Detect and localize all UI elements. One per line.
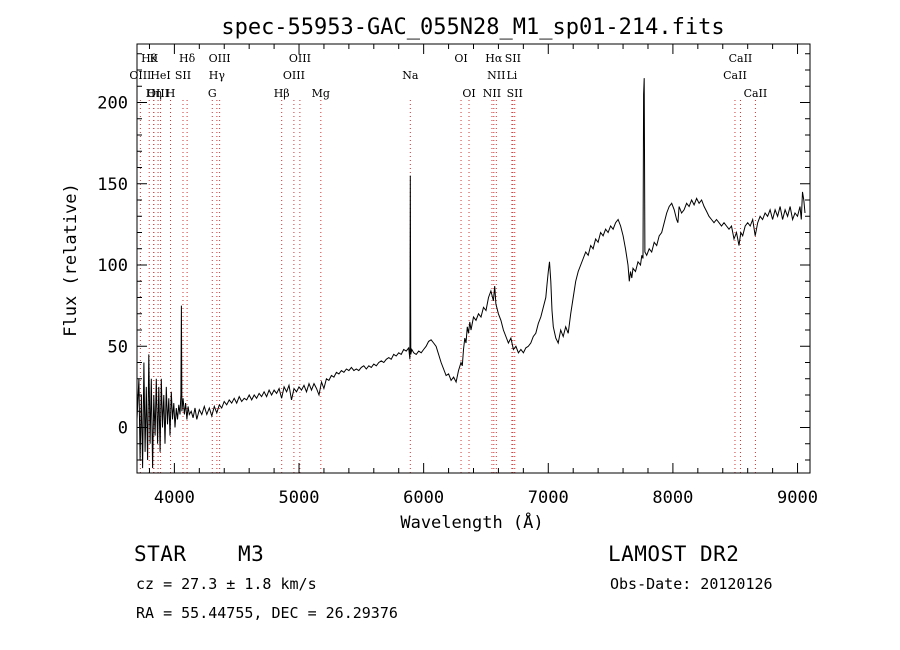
marker-label-12: OIII [289,52,311,65]
x-axis: 4000 5000 6000 7000 8000 9000 [148,44,818,508]
marker-label-14: Hβ [274,87,290,100]
marker-label-20: SII [505,52,521,65]
y-tick-label-1: 50 [108,337,128,357]
y-tick-label-0: 0 [118,419,128,439]
y-tick-label-2: 100 [97,256,128,276]
survey-name: LAMOST DR2 [608,542,740,566]
marker-label-7: Hη [146,87,162,100]
marker-label-9: OIII [209,52,231,65]
marker-label-21: NII [487,69,505,82]
marker-label-26: CaII [723,69,747,82]
x-tick-label-5: 9000 [777,488,818,508]
sky-coordinates: RA = 55.44755, DEC = 26.29376 [136,604,398,622]
marker-label-0: Hθ [141,52,158,65]
marker-label-22: Li [506,69,517,82]
marker-label-1: K [150,52,159,65]
marker-label-23: NII [483,87,501,100]
marker-label-16: Na [402,69,419,82]
marker-label-17: OI [454,52,467,65]
x-tick-label-0: 4000 [154,488,195,508]
marker-label-8: H [166,87,176,100]
marker-label-11: G [208,87,217,100]
marker-label-19: Hα [485,52,503,65]
marker-label-6: OIII [147,87,169,100]
plot-frame [136,43,811,474]
marker-label-3: OIII [129,69,151,82]
object-subclass: M3 [238,542,265,566]
object-class: STAR [134,542,187,566]
y-tick-label-3: 150 [97,175,128,195]
y-axis: 0 50 100 150 200 [97,53,810,461]
marker-label-13: OIII [283,69,305,82]
marker-label-25: CaII [729,52,753,65]
marker-label-24: SII [507,87,523,100]
marker-label-18: OI [462,87,475,100]
x-tick-label-2: 6000 [403,488,444,508]
marker-label-10: Hγ [209,69,226,82]
redshift-velocity: cz = 27.3 ± 1.8 km/s [136,575,317,593]
marker-label-5: SII [175,69,191,82]
observation-date: Obs-Date: 20120126 [610,575,773,593]
chart-title: spec-55953-GAC_055N28_M1_sp01-214.fits [221,15,724,40]
marker-label-2: Hδ [179,52,196,65]
marker-label-15: Mg [312,87,330,100]
x-tick-label-4: 8000 [652,488,693,508]
marker-label-27: CaII [744,87,768,100]
spectrum-line [136,78,806,469]
x-tick-label-1: 5000 [279,488,320,508]
x-tick-label-3: 7000 [528,488,569,508]
x-axis-label: Wavelength (Å) [400,511,543,533]
y-axis-label: Flux (relative) [61,183,81,337]
y-tick-label-4: 200 [97,94,128,114]
marker-label-4: HeI [150,69,170,82]
